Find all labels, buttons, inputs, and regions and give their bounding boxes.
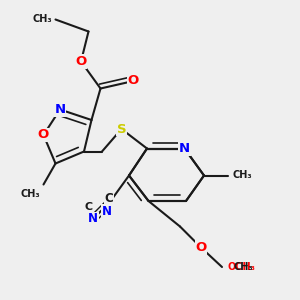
Text: C: C [105,196,114,209]
Text: CH₃: CH₃ [21,189,40,199]
Text: CH₃: CH₃ [232,170,252,181]
Text: O: O [75,55,87,68]
Text: CH₃: CH₃ [33,14,52,25]
Text: N: N [54,103,66,116]
Text: S: S [117,122,126,136]
Text: O: O [38,128,49,142]
Text: O: O [195,241,207,254]
Text: C: C [104,192,113,205]
Text: N: N [179,142,190,155]
Text: N: N [88,212,98,226]
Text: C: C [84,202,93,212]
Text: OCH₃: OCH₃ [228,262,256,272]
Text: CH₃: CH₃ [234,262,254,272]
Text: N: N [101,205,112,218]
Text: O: O [128,74,139,88]
